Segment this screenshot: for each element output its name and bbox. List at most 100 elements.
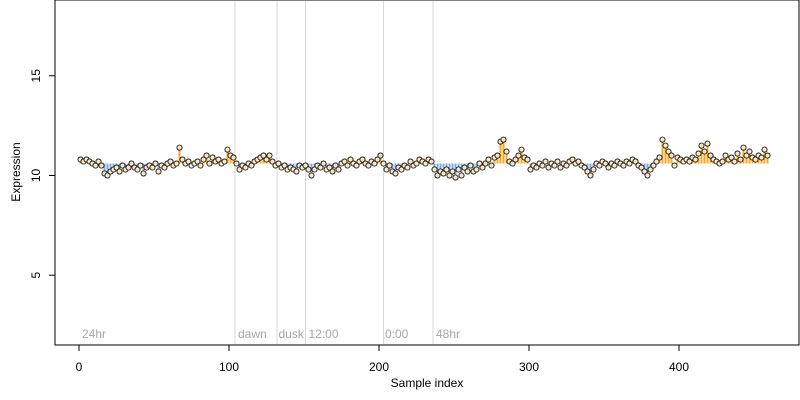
- data-point: [194, 158, 201, 165]
- data-point: [386, 162, 393, 169]
- data-point: [707, 152, 714, 159]
- data-point: [620, 162, 627, 169]
- y-tick-label: 10: [29, 168, 43, 182]
- data-point: [551, 162, 558, 169]
- data-point: [575, 158, 582, 165]
- data-point: [488, 162, 495, 169]
- x-axis-label: Sample index: [391, 376, 464, 390]
- data-point: [605, 164, 612, 171]
- vertical-lines: [234, 1, 434, 344]
- data-point: [377, 152, 384, 159]
- data-point: [431, 166, 438, 173]
- data-point: [128, 160, 135, 167]
- data-point: [722, 152, 729, 159]
- data-point: [332, 162, 339, 169]
- data-point: [644, 172, 651, 179]
- data-point: [482, 160, 489, 167]
- data-point: [155, 168, 162, 175]
- data-point: [563, 162, 570, 169]
- data-point: [434, 172, 441, 179]
- data-point: [359, 156, 366, 163]
- annotation-label: 0:00: [385, 327, 409, 341]
- data-point: [137, 162, 144, 169]
- data-point: [263, 156, 270, 163]
- data-point: [200, 156, 207, 163]
- data-point: [422, 160, 429, 167]
- data-point: [533, 164, 540, 171]
- data-point: [509, 160, 516, 167]
- data-point: [221, 158, 228, 165]
- data-point: [446, 172, 453, 179]
- data-point: [461, 164, 468, 171]
- data-point: [167, 158, 174, 165]
- data-point: [233, 160, 240, 167]
- data-point: [485, 156, 492, 163]
- data-point: [761, 146, 768, 153]
- data-point: [308, 172, 315, 179]
- data-point: [134, 166, 141, 173]
- data-point: [653, 158, 660, 165]
- data-point: [590, 166, 597, 173]
- data-point: [236, 166, 243, 173]
- data-point: [554, 158, 561, 165]
- data-point: [104, 172, 111, 179]
- data-point: [695, 150, 702, 157]
- x-tick-label: 300: [519, 360, 539, 374]
- data-point: [494, 152, 501, 159]
- data-point: [215, 156, 222, 163]
- data-point: [764, 152, 771, 159]
- data-point: [248, 162, 255, 169]
- data-point: [407, 158, 414, 165]
- data-point: [449, 168, 456, 175]
- data-point: [380, 160, 387, 167]
- data-point: [347, 156, 354, 163]
- data-point: [398, 166, 405, 173]
- data-point: [119, 162, 126, 169]
- data-point: [242, 164, 249, 171]
- data-point: [149, 164, 156, 171]
- data-point: [539, 162, 546, 169]
- data-point: [719, 158, 726, 165]
- annotation-label: 48hr: [436, 327, 460, 341]
- data-point: [404, 164, 411, 171]
- y-axis-label: Expression: [9, 142, 23, 201]
- data-point: [473, 166, 480, 173]
- data-point: [392, 170, 399, 177]
- data-point: [206, 160, 213, 167]
- data-point: [518, 146, 525, 153]
- data-point: [746, 148, 753, 155]
- data-point: [728, 154, 735, 161]
- data-point: [632, 158, 639, 165]
- data-point: [698, 142, 705, 149]
- x-tick-label: 0: [76, 360, 83, 374]
- data-point: [293, 168, 300, 175]
- x-tick-label: 100: [219, 360, 239, 374]
- data-point: [260, 152, 267, 159]
- data-point: [524, 156, 531, 163]
- annotation-label: dusk: [279, 327, 305, 341]
- x-tick-label: 200: [369, 360, 389, 374]
- data-point: [464, 168, 471, 175]
- data-point: [503, 148, 510, 155]
- data-point: [515, 152, 522, 159]
- data-point: [731, 158, 738, 165]
- data-point: [671, 162, 678, 169]
- data-point: [611, 162, 618, 169]
- data-point: [113, 164, 120, 171]
- data-point: [317, 164, 324, 171]
- data-point: [647, 166, 654, 173]
- data-point: [341, 158, 348, 165]
- data-point: [743, 152, 750, 159]
- data-point: [752, 156, 759, 163]
- x-axis: 0 100 200 300 400: [76, 345, 689, 374]
- data-point: [455, 166, 462, 173]
- data-point: [125, 164, 132, 171]
- data-point: [266, 152, 273, 159]
- data-point: [176, 144, 183, 151]
- data-point: [326, 164, 333, 171]
- data-point: [203, 152, 210, 159]
- data-point: [665, 148, 672, 155]
- data-point: [641, 168, 648, 175]
- data-point: [344, 162, 351, 169]
